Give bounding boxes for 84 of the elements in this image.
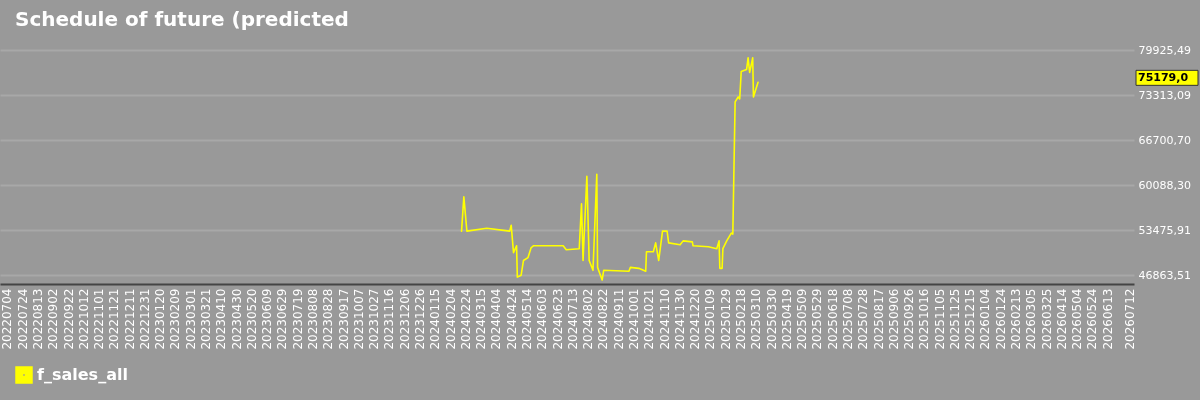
x-tick-label: 20260325: [1039, 288, 1054, 350]
x-tick-label: 20260213: [1009, 288, 1024, 350]
x-tick-label: 20250330: [764, 288, 779, 350]
x-tick-label: 20250129: [718, 288, 733, 350]
x-tick-label: 20221211: [122, 288, 137, 350]
x-tick-label: 20241021: [642, 288, 657, 350]
x-tick-label: 20230828: [321, 288, 336, 350]
x-tick-label: 20230410: [214, 288, 229, 350]
x-tick-label: 20231007: [351, 288, 366, 350]
x-tick-label: 20250419: [779, 288, 794, 350]
x-tick-label: 20221121: [107, 288, 122, 350]
x-tick-label: 20260504: [1070, 288, 1085, 350]
x-tick-label: 20241130: [672, 288, 687, 350]
y-tick-label: 79925,49: [1138, 43, 1191, 57]
x-tick-label: 20230120: [153, 288, 168, 350]
x-tick-label: 20230808: [306, 288, 321, 350]
x-tick-label: 20250109: [703, 288, 718, 350]
x-tick-label: 20250906: [886, 288, 901, 350]
x-tick-label: 20220813: [30, 288, 45, 350]
x-tick-label: 20240404: [489, 288, 504, 350]
x-tick-label: 20240315: [474, 288, 489, 350]
x-tick-label: 20240204: [443, 288, 458, 350]
x-tick-label: 20230629: [275, 288, 290, 350]
text: 75179,0: [1138, 71, 1189, 85]
x-tick-label: 20241001: [626, 288, 641, 350]
y-tick-label: 66700,70: [1138, 133, 1191, 147]
x-tick-label: 20220704: [0, 288, 15, 350]
x-tick-label: 20240713: [565, 288, 580, 350]
x-tick-label: 20240623: [550, 288, 565, 350]
x-tick-label: 20240224: [458, 288, 473, 350]
x-tick-label: 20260104: [978, 288, 993, 350]
x-tick-label: 20240802: [581, 288, 596, 350]
x-tick-label: 20240514: [520, 288, 534, 350]
x-tick-label: 20250728: [856, 288, 871, 350]
x-tick-label: 20251105: [932, 288, 947, 350]
x-tick-label: 20230917: [336, 288, 351, 350]
x-tick-label: 20250218: [733, 288, 748, 350]
line-series: [460, 57, 759, 281]
x-tick-label: 20240603: [535, 288, 550, 350]
x-tick-label: 20220922: [61, 288, 76, 350]
x-tick-label: 20231206: [397, 288, 412, 350]
x-tick-label: 20221231: [137, 288, 152, 350]
x-tick-label: 20251215: [963, 288, 978, 350]
x-tick-label: 20220724: [15, 288, 30, 350]
y-tick-label: 73313,09: [1138, 88, 1191, 102]
x-tick-label: 20230609: [260, 288, 275, 350]
x-tick-label: 20250926: [902, 288, 917, 350]
x-tick-label: 20230321: [199, 288, 214, 350]
x-tick-label: 20250618: [825, 288, 840, 350]
x-tick-label: 20260124: [993, 288, 1008, 350]
x-tick-label: 20241110: [657, 288, 672, 350]
x-tick-label: 20221101: [92, 288, 107, 350]
x-tick-label: 20260414: [1054, 288, 1069, 350]
x-tick-label: 20260524: [1085, 288, 1100, 350]
x-tick-label: 20250310: [749, 288, 764, 350]
legend-label: f_sales_all: [37, 365, 128, 384]
x-tick-label: 20250817: [871, 288, 886, 350]
y-tick-label: 60088,30: [1138, 178, 1191, 192]
x-tick-label: 20260712: [1122, 288, 1137, 350]
x-tick-label: 20230209: [168, 288, 183, 350]
x-tick-label: 20230520: [244, 288, 259, 350]
x-tick-label: 20250509: [795, 288, 810, 350]
x-tick-label: 20240115: [428, 288, 443, 350]
x-tick-label: 20251125: [947, 288, 962, 350]
x-tick-label: 20240424: [504, 288, 519, 350]
y-tick-label: 46863,51: [1138, 268, 1191, 282]
x-tick-label: 20221012: [76, 288, 91, 350]
x-tick-label: 20231116: [382, 288, 397, 350]
x-tick-label: 20220902: [46, 288, 61, 350]
chart-title: Schedule of future (predicted: [15, 7, 349, 31]
x-tick-label: 20241220: [688, 288, 703, 350]
x-tick-label: 20240911: [611, 288, 626, 350]
x-tick-label: 20260305: [1024, 288, 1039, 350]
x-tick-label: 20231027: [367, 288, 382, 350]
x-tick-label: 20260613: [1100, 288, 1115, 350]
x-tick-label: 20240822: [596, 288, 611, 350]
x-tick-label: 20230719: [290, 288, 305, 350]
x-tick-label: 20250529: [810, 288, 825, 350]
y-tick-label: 53475,91: [1138, 223, 1191, 237]
x-tick-label: 20251016: [917, 288, 932, 350]
x-tick-label: 20250708: [840, 288, 855, 350]
x-tick-label: 20231226: [413, 288, 428, 350]
x-tick-label: 20230301: [183, 288, 198, 350]
x-tick-label: 20230430: [229, 288, 244, 350]
